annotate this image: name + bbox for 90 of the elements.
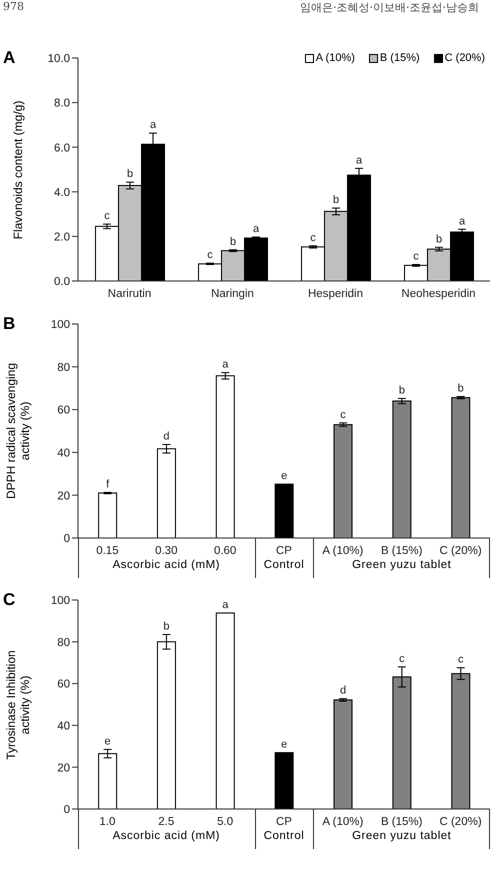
text: Control xyxy=(264,559,304,571)
y-tick-label: 40 xyxy=(57,720,70,732)
data-label: c xyxy=(340,408,346,421)
data-label: d xyxy=(163,430,170,442)
bar xyxy=(216,612,235,809)
text: Ascorbic acid (mM) xyxy=(112,559,221,571)
x-tick-label: Naringin xyxy=(211,288,254,300)
x-tick-label: 2.5 xyxy=(158,816,174,828)
chart-title: A xyxy=(3,48,16,68)
y-axis-title: Tyrosinase Inhibition activity (%) xyxy=(4,648,32,762)
x-tick-label: C (20%) xyxy=(439,545,482,558)
y-tick-label: 0.0 xyxy=(54,276,70,288)
y-tick-label: 0 xyxy=(64,533,70,546)
x-tick-label: Narirutin xyxy=(108,288,152,300)
data-label: b xyxy=(458,382,464,395)
data-label: b xyxy=(163,620,170,632)
data-label: a xyxy=(252,223,260,236)
text: Ascorbic acid (mM) xyxy=(112,830,221,842)
text: Green yuzu tablet xyxy=(351,830,452,842)
x-tick-label: 0.15 xyxy=(96,545,119,558)
y-tick-label: 2.0 xyxy=(54,231,70,244)
x-tick-label: Hesperidin xyxy=(308,288,363,300)
legend-label: C (20%) xyxy=(444,52,485,64)
y-tick-label: 100 xyxy=(50,595,70,608)
chart-title: B xyxy=(3,314,16,334)
data-label: a xyxy=(150,119,157,132)
data-label: b xyxy=(398,384,405,396)
y-axis-title: DPPH radical scavenging activity (%) xyxy=(4,362,32,502)
x-tick-label: 1.0 xyxy=(99,816,116,828)
x-tick-label: A (10%) xyxy=(322,816,364,828)
legend-label: A (10%) xyxy=(316,52,355,64)
bar xyxy=(156,448,176,538)
data-label: c xyxy=(104,210,110,222)
y-tick-label: 0 xyxy=(64,804,70,816)
bar xyxy=(274,484,294,538)
data-label: e xyxy=(281,470,288,482)
x-tick-label: A (10%) xyxy=(322,545,364,558)
legend-label: B (15%) xyxy=(380,52,420,64)
x-tick-label: Neohesperidin xyxy=(401,288,476,300)
y-tick-label: 60 xyxy=(57,678,70,691)
y-tick-label: 100 xyxy=(50,319,70,332)
data-label: c xyxy=(399,652,406,665)
chart-title: C xyxy=(3,590,16,610)
bar xyxy=(216,375,235,538)
data-label: c xyxy=(413,250,420,262)
bar xyxy=(451,397,470,538)
data-label: b xyxy=(230,236,236,248)
bar xyxy=(392,400,412,538)
text: 978 xyxy=(3,0,24,13)
y-tick-label: 6.0 xyxy=(54,142,70,154)
data-label: b xyxy=(126,168,134,180)
bar xyxy=(334,699,353,809)
x-tick-label: 0.60 xyxy=(214,545,236,558)
x-tick-label: CP xyxy=(276,816,292,828)
y-tick-label: 20 xyxy=(57,762,70,774)
y-axis-title: Flavonoids content (mg/g) xyxy=(11,99,25,241)
y-tick-label: 60 xyxy=(57,404,70,417)
x-tick-label: CP xyxy=(276,545,292,558)
bar xyxy=(98,492,118,538)
data-label: f xyxy=(106,478,110,490)
data-label: c xyxy=(310,232,316,244)
x-tick-label: B (15%) xyxy=(380,816,423,828)
text: 임애은·조혜성·이보배·조윤섭·남승희 xyxy=(300,0,479,15)
x-tick-label: C (20%) xyxy=(439,816,482,828)
text: Green yuzu tablet xyxy=(351,559,452,571)
bar xyxy=(334,424,353,538)
x-tick-label: 5.0 xyxy=(217,816,234,828)
data-label: c xyxy=(458,654,464,666)
bar xyxy=(98,753,118,809)
data-label: a xyxy=(222,358,230,371)
y-tick-label: 80 xyxy=(57,362,70,374)
data-label: c xyxy=(207,249,214,262)
y-tick-label: 4.0 xyxy=(54,186,70,199)
data-label: e xyxy=(104,735,111,748)
x-tick-label: 0.30 xyxy=(155,545,178,558)
y-tick-label: 10.0 xyxy=(48,53,70,66)
text: Control xyxy=(264,830,304,842)
data-label: a xyxy=(222,598,230,611)
x-tick-label: B (15%) xyxy=(380,545,423,558)
data-label: a xyxy=(356,154,363,166)
y-tick-label: 8.0 xyxy=(54,98,70,110)
y-tick-label: 20 xyxy=(57,490,70,502)
data-label: b xyxy=(436,233,442,246)
bar xyxy=(274,752,294,809)
y-tick-label: 80 xyxy=(57,636,70,649)
data-label: b xyxy=(332,194,340,206)
data-label: d xyxy=(340,684,346,697)
y-tick-label: 40 xyxy=(57,447,70,460)
data-label: a xyxy=(458,215,466,228)
data-label: e xyxy=(281,738,288,751)
